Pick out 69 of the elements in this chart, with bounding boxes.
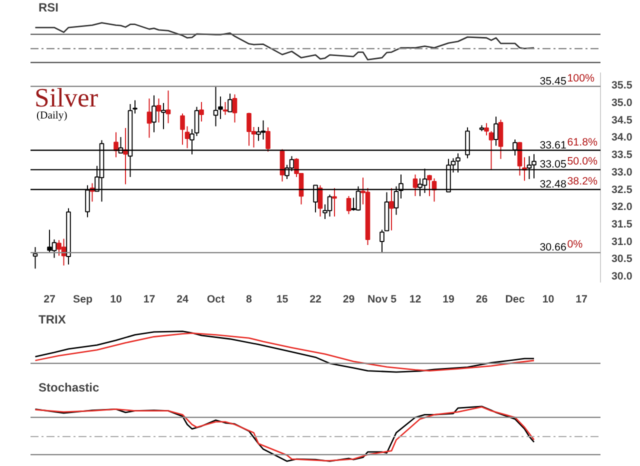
text: (Daily) <box>36 110 68 122</box>
candlestick <box>180 112 185 146</box>
candlestick <box>228 93 232 112</box>
x-tick-label: 19 <box>442 294 454 306</box>
x-tick-label: 24 <box>176 294 188 306</box>
annotation: 0% <box>567 238 584 251</box>
candlestick <box>488 130 494 171</box>
candlestick <box>318 184 323 218</box>
candlestick <box>32 246 38 270</box>
x-tick-label: 27 <box>44 294 56 306</box>
y-tick-label: 31.0 <box>612 236 632 248</box>
x-tick-label: 17 <box>143 294 156 306</box>
x-tick-label: Dec <box>505 294 525 306</box>
x-tick-label: 10 <box>542 294 554 306</box>
candlestick <box>156 98 162 123</box>
candlestick <box>346 196 352 215</box>
x-tick-label: 10 <box>110 294 122 306</box>
candlestick <box>232 94 238 123</box>
y-tick-label: 30.0 <box>612 270 632 283</box>
y-tick-label: 34.0 <box>612 132 632 144</box>
x-tick-label: 12 <box>409 294 422 306</box>
y-tick-label: 34.5 <box>612 114 632 126</box>
candlestick <box>199 102 204 122</box>
candlestick <box>494 116 498 146</box>
y-tick-label: 33.5 <box>612 149 632 162</box>
chart-title: TRIX <box>38 312 66 326</box>
candlestick <box>389 188 394 231</box>
candlestick <box>412 174 418 197</box>
y-tick-label: 31.5 <box>612 218 632 230</box>
ref-line-label: 30.66 <box>540 242 566 254</box>
candlestick <box>332 188 337 218</box>
chart-title: RSI <box>38 0 59 14</box>
y-tick-label: 32.5 <box>612 184 632 196</box>
candlestick <box>427 174 432 197</box>
candlestick <box>161 102 166 130</box>
candlestick <box>484 122 489 136</box>
ref-line-label: 33.61 <box>540 139 566 152</box>
annotation: 100% <box>567 72 596 84</box>
y-tick-label: 32.0 <box>612 201 632 214</box>
y-tick-label: 30.5 <box>612 253 632 266</box>
x-tick-label: 22 <box>310 294 322 306</box>
annotation: 61.8% <box>567 136 598 148</box>
candlestick <box>266 126 270 152</box>
annotation: 38.2% <box>567 175 598 188</box>
candlestick <box>152 94 156 133</box>
ref-line-label: 35.45 <box>540 75 566 88</box>
y-tick-label: 35.0 <box>612 97 632 110</box>
x-tick-label: Sep <box>72 294 94 306</box>
candlestick <box>222 102 228 116</box>
candlestick <box>498 119 504 160</box>
ref-line-label: 33.05 <box>540 158 566 171</box>
x-tick-label: 8 <box>246 294 252 306</box>
chart-title: Stochastic <box>38 380 100 394</box>
x-tick-label: 29 <box>342 294 355 306</box>
x-tick-label: 15 <box>276 294 288 306</box>
annotation: 50.0% <box>567 156 598 168</box>
y-tick-label: 35.5 <box>612 80 632 92</box>
chart-title: Silver <box>34 82 98 112</box>
x-tick-label: 26 <box>476 294 488 306</box>
candlestick <box>194 106 200 137</box>
candlestick <box>166 90 171 124</box>
y-tick-label: 33.0 <box>612 166 632 178</box>
x-tick-label: Nov 5 <box>367 294 397 306</box>
ref-line-label: 32.48 <box>540 178 566 190</box>
x-tick-label: 17 <box>576 294 588 306</box>
candlestick <box>146 98 152 138</box>
candlestick <box>380 229 384 254</box>
candlestick <box>184 126 190 149</box>
x-tick-label: Oct <box>206 294 226 306</box>
